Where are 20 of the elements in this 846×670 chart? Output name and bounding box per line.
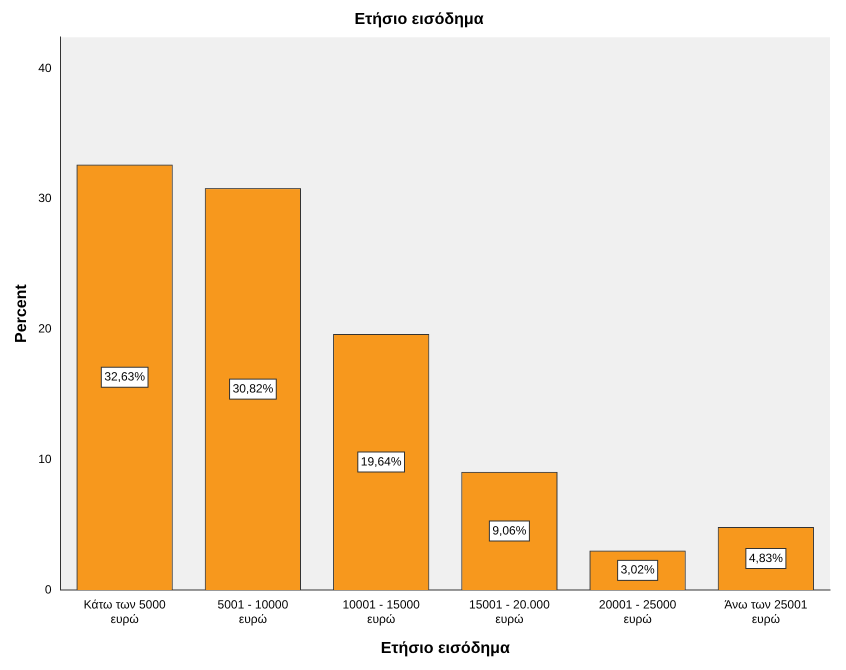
y-tick-label: 20 — [38, 322, 52, 336]
data-label: 30,82% — [232, 381, 274, 396]
x-tick-label: Άνω των 25001 ευρώ — [724, 598, 808, 626]
y-tick-label: 30 — [38, 191, 52, 206]
x-tick-label: 15001 - 20.000 ευρώ — [469, 598, 550, 626]
y-axis-title: Percent — [13, 284, 30, 343]
data-label: 32,63% — [104, 370, 146, 384]
data-label: 19,64% — [360, 454, 402, 468]
chart-title: Ετήσιο εισόδημα — [354, 11, 484, 28]
x-axis-title: Ετήσιο εισόδημα — [380, 640, 510, 657]
x-tick-label: 5001 - 10000 ευρώ — [218, 598, 289, 626]
x-tick-label: Κάτω των 5000 ευρώ — [84, 598, 166, 626]
y-tick-label: 10 — [38, 452, 52, 466]
data-label: 3,02% — [620, 562, 655, 577]
y-tick-label: 0 — [44, 582, 52, 596]
data-label: 4,83% — [748, 550, 784, 565]
data-label: 9,06% — [492, 523, 527, 538]
y-tick-label: 40 — [38, 60, 52, 75]
x-tick-label: 10001 - 15000 ευρώ — [342, 598, 420, 626]
x-tick-label: 20001 - 25000 ευρώ — [598, 598, 677, 626]
